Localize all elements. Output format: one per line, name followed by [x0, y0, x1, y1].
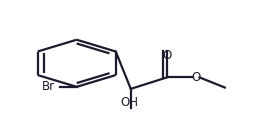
Text: O: O [162, 49, 171, 62]
Text: Br: Br [42, 80, 55, 93]
Text: OH: OH [120, 96, 139, 109]
Text: O: O [192, 71, 201, 84]
